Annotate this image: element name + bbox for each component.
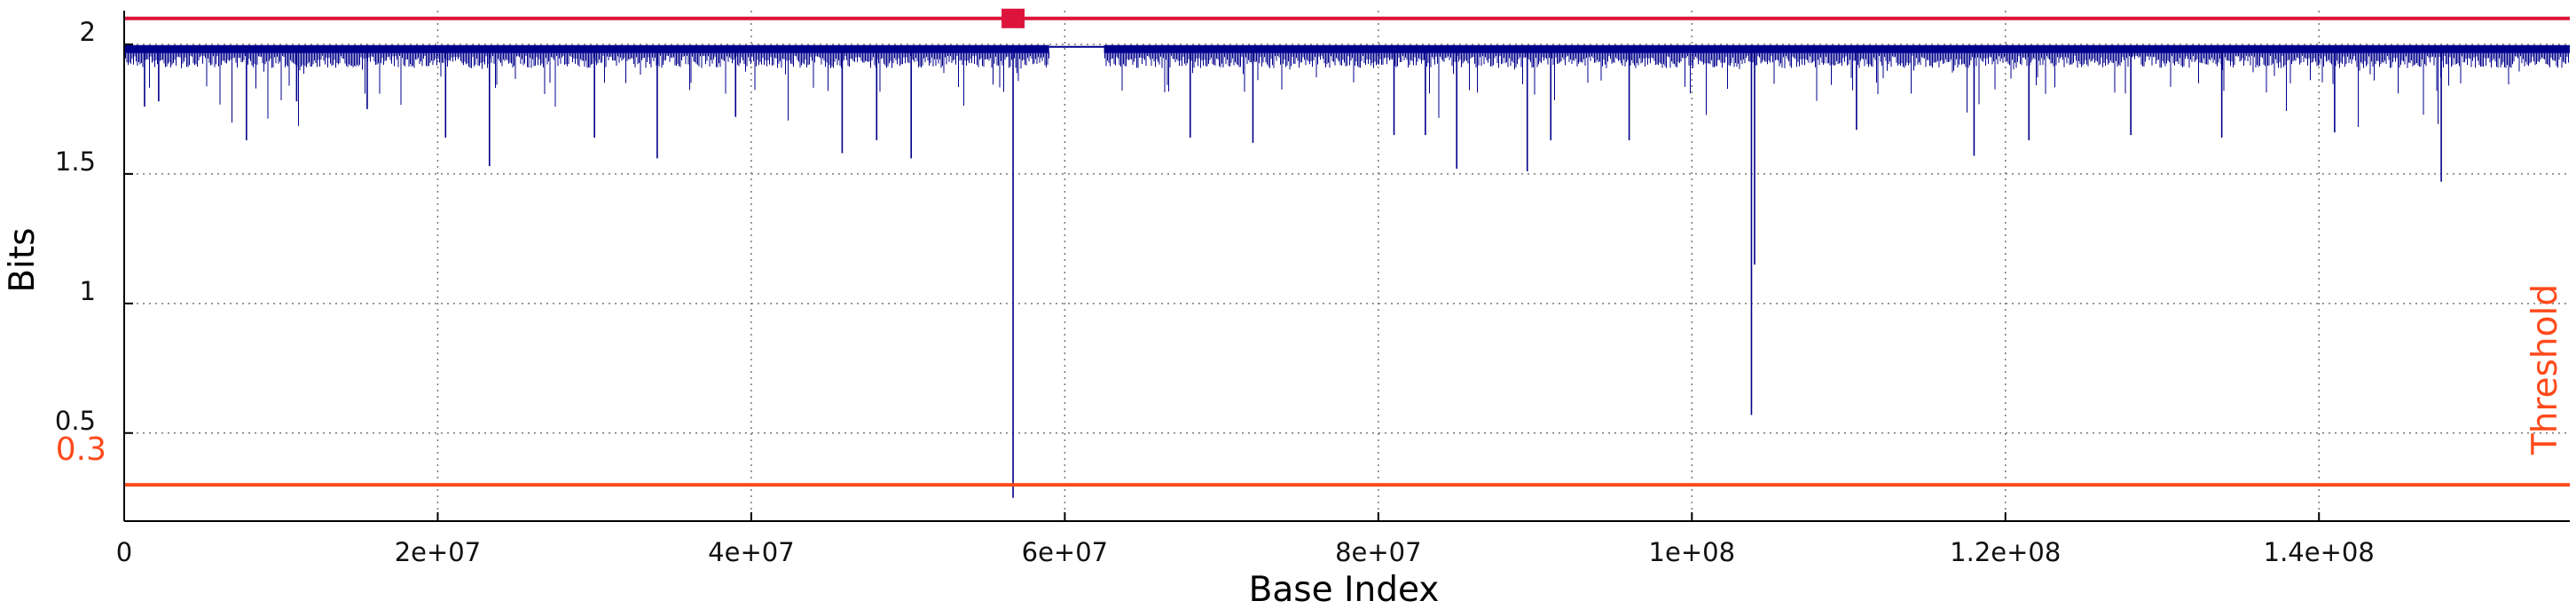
series-band-left <box>124 44 1049 53</box>
series-band-right <box>1103 44 2570 53</box>
y-tick-label-3: 2 <box>80 17 96 47</box>
x-tick-label-6: 1.2e+08 <box>1950 537 2061 567</box>
y-tick-label-2: 1.5 <box>55 146 96 177</box>
marker-square <box>1001 8 1025 28</box>
series-noise <box>123 51 2569 127</box>
y-tick-label-0: 0.5 <box>55 406 96 436</box>
y-axis-title: Bits <box>3 227 43 292</box>
x-tick-label-3: 6e+07 <box>1022 537 1109 567</box>
threshold-value-label: 0.3 <box>56 431 106 468</box>
x-tick-label-7: 1.4e+08 <box>2264 537 2375 567</box>
threshold-label: Threshold <box>2525 284 2565 455</box>
series-layer <box>123 44 2570 498</box>
x-tick-label-5: 1e+08 <box>1649 537 1736 567</box>
x-axis-title: Base Index <box>1249 570 1440 609</box>
x-tick-label-1: 2e+07 <box>395 537 482 567</box>
labels: Bits Base Index Threshold 0.3 <box>3 227 2565 609</box>
x-tick-label-4: 8e+07 <box>1335 537 1422 567</box>
reference-lines <box>124 8 2570 487</box>
x-tick-label-0: 0 <box>116 537 132 567</box>
y-tick-label-1: 1 <box>80 276 96 306</box>
x-tick-label-2: 4e+07 <box>708 537 795 567</box>
grid-layer <box>124 11 2570 521</box>
axes: 0 2e+07 4e+07 6e+07 8e+07 1e+08 1.2e+08 1.4e+08… <box>55 11 2570 567</box>
